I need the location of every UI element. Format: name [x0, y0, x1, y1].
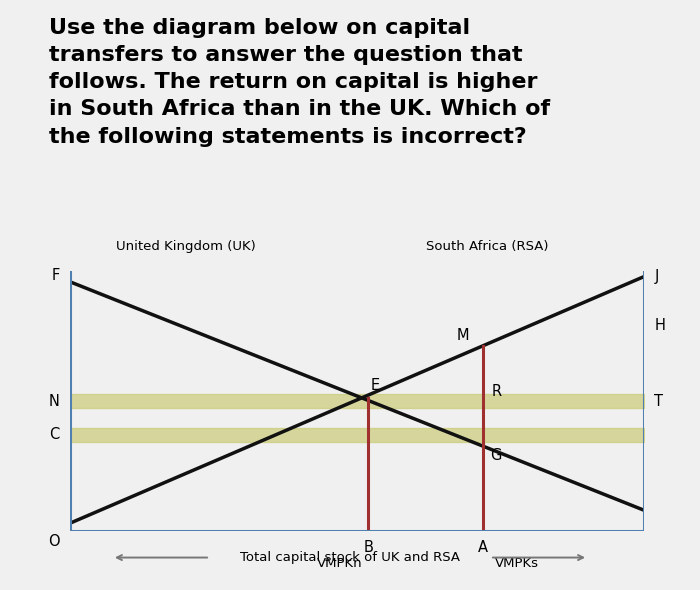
Text: B: B	[363, 540, 373, 555]
Text: A: A	[478, 540, 489, 555]
Text: VMPKn: VMPKn	[317, 557, 363, 570]
Text: H: H	[654, 319, 665, 333]
Text: Use the diagram below on capital
transfers to answer the question that
follows. : Use the diagram below on capital transfe…	[49, 18, 550, 146]
Text: N: N	[49, 394, 60, 409]
Text: VMPKs: VMPKs	[495, 557, 539, 570]
Text: R: R	[492, 384, 502, 399]
Text: T: T	[654, 394, 664, 409]
Text: E: E	[370, 378, 379, 393]
Text: United Kingdom (UK): United Kingdom (UK)	[116, 240, 256, 253]
Text: O: O	[48, 533, 60, 549]
Text: C: C	[50, 427, 60, 442]
Text: Total capital stock of UK and RSA: Total capital stock of UK and RSA	[240, 551, 460, 564]
Text: F: F	[51, 267, 60, 283]
Text: M: M	[456, 328, 469, 343]
Text: G: G	[490, 448, 501, 463]
Text: South Africa (RSA): South Africa (RSA)	[426, 240, 548, 253]
Text: J: J	[654, 269, 659, 284]
